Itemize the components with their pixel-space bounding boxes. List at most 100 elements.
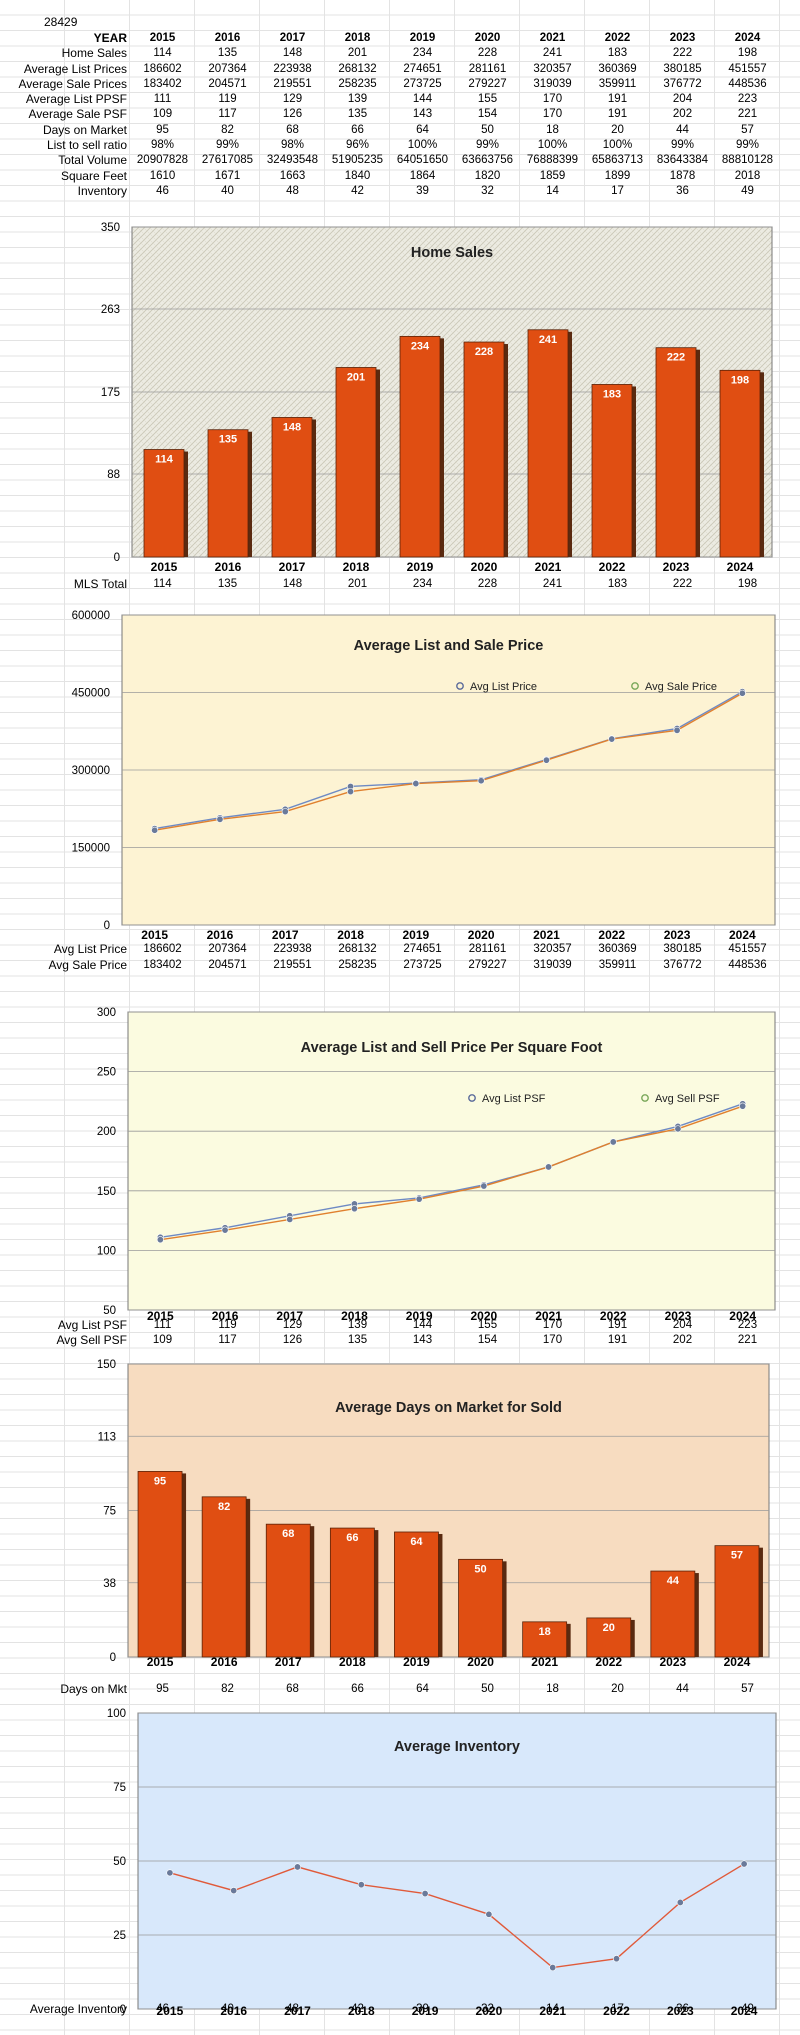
chart-title: Average Days on Market for Sold — [335, 1400, 562, 1416]
chart-table-cell: 135 — [217, 578, 238, 590]
table-cell: 32 — [481, 184, 494, 197]
chart-table-cell: 144 — [412, 1319, 433, 1331]
legend-marker — [456, 682, 464, 690]
chart-table-row-label: MLS Total — [73, 577, 127, 591]
table-cell: 99% — [670, 139, 695, 152]
chart-table-cell: 42 — [351, 2003, 364, 2015]
series-line — [154, 691, 743, 830]
chart-table-cell: 46 — [156, 2003, 169, 2015]
plot-area — [127, 1011, 776, 1311]
table-cell: 1878 — [669, 169, 696, 182]
x-tick-label: 2015 — [147, 1655, 174, 1669]
table-cell: 40 — [221, 184, 234, 197]
row-label: Average Sale PSF — [28, 107, 127, 122]
x-tick-label: 2020 — [471, 560, 498, 574]
x-tick-label: 2015 — [147, 1309, 174, 1323]
data-point — [673, 726, 681, 734]
table-cell: 46 — [156, 184, 169, 197]
chart-title: Average List and Sell Price Per Square F… — [301, 1040, 603, 1056]
chart-table-cell: 170 — [542, 1319, 563, 1331]
bar-value-label: 114 — [155, 454, 174, 466]
bar — [399, 335, 441, 558]
row-label: Square Feet — [60, 168, 127, 183]
table-cell: 204 — [672, 93, 693, 106]
bar — [335, 367, 377, 558]
table-cell: 98% — [280, 139, 305, 152]
data-point — [281, 808, 289, 816]
chart-table-cell: 170 — [542, 1334, 563, 1346]
year-cell: 2015 — [149, 32, 176, 44]
table-cell: 223 — [737, 93, 758, 106]
y-tick-label: 25 — [113, 1930, 126, 1942]
data-point — [350, 1205, 358, 1213]
data-point — [230, 1887, 238, 1895]
chart-table-row: Avg List Price 186602 207364 223938 268132 27… — [0, 942, 780, 957]
x-tick-label: 2022 — [599, 560, 626, 574]
data-point — [542, 756, 550, 764]
x-tick-label: 2019 — [403, 1655, 430, 1669]
chart-table-cell: 281161 — [468, 943, 507, 955]
table-cell: 82 — [221, 123, 234, 136]
chart-table-cell: 201 — [347, 578, 368, 590]
chart-table-cell: 126 — [282, 1334, 303, 1346]
x-tick-label: 2021 — [535, 1309, 562, 1323]
legend-entry: Avg List Price — [470, 681, 537, 693]
data-point — [156, 1236, 164, 1244]
x-tick-label: 2016 — [211, 1655, 238, 1669]
series-line — [169, 1863, 745, 1969]
data-point — [357, 1881, 365, 1889]
y-tick-label: 150 — [97, 1359, 116, 1371]
table-row: Home Sales 114 135 148 201 234 228 241 183 222 198 — [0, 46, 780, 61]
row-label: List to sell ratio — [46, 138, 127, 153]
table-row: Average List PPSF 111 119 129 139 144 155 170 19… — [0, 92, 780, 107]
table-row: Average Sale Prices 183402 204571 219551 258… — [0, 77, 780, 92]
x-tick-label: 2024 — [729, 1309, 756, 1323]
data-point — [166, 1869, 174, 1877]
legend-marker — [468, 1094, 476, 1102]
bar-value-label: 50 — [474, 1563, 486, 1575]
table-cell: 319039 — [533, 77, 572, 90]
chart-table-row-label: Avg List Price — [53, 942, 127, 956]
y-tick-label: 0 — [110, 1652, 116, 1664]
table-cell: 20907828 — [136, 154, 189, 167]
table-cell: 88810128 — [721, 154, 774, 167]
x-tick-label: 2024 — [724, 1655, 751, 1669]
chart-table-cell: 186602 — [143, 943, 182, 955]
table-cell: 360369 — [598, 62, 637, 75]
data-point — [286, 1215, 294, 1223]
data-point — [738, 689, 746, 697]
x-tick-label: 2017 — [284, 2004, 311, 2018]
table-cell: 223938 — [273, 62, 312, 75]
legend-entry: Avg Sell PSF — [655, 1093, 720, 1105]
bar-value-label: 148 — [283, 421, 301, 433]
bar — [329, 1527, 375, 1658]
chart-table-cell: 66 — [351, 1683, 364, 1695]
x-tick-label: 2015 — [157, 2004, 184, 2018]
y-tick-label: 350 — [101, 222, 120, 234]
chart-table-cell: 198 — [737, 578, 758, 590]
chart-table-cell: 139 — [347, 1319, 368, 1331]
table-body: Home Sales 114 135 148 201 234 228 241 183 222 198… — [0, 46, 780, 199]
chart-svg: 0 88 175 263 350 Home Sales 2015 2016 2017 2018 20… — [101, 222, 773, 574]
bar-value-label: 201 — [347, 371, 365, 383]
chart-table-cell: 95 — [156, 1683, 169, 1695]
data-point — [293, 1863, 301, 1871]
data-point — [608, 735, 616, 743]
bar — [522, 1621, 568, 1658]
x-tick-label: 2023 — [663, 560, 690, 574]
chart-table-cell: 191 — [607, 1334, 628, 1346]
chart-table-cell: 223938 — [273, 943, 312, 955]
table-cell: 144 — [412, 93, 433, 106]
chart-table-row: Days on Mkt 95 82 68 66 64 50 18 20 44 57 — [0, 1682, 780, 1697]
table-cell: 148 — [282, 47, 303, 60]
x-tick-label: 2022 — [600, 1309, 627, 1323]
table-cell: 119 — [218, 93, 237, 106]
x-tick-label: 2017 — [272, 928, 299, 942]
chart-table-row: Avg List PSF 111 119 129 139 144 155 170 191 204 2… — [0, 1318, 780, 1333]
chart-table-row-label: Avg Sell PSF — [56, 1333, 127, 1347]
table-cell: 143 — [412, 108, 433, 121]
row-label: Inventory — [77, 183, 127, 198]
chart-table-row-label: Avg Sale Price — [48, 958, 128, 972]
chart-title: Average List and Sale Price — [354, 638, 544, 654]
bar-value-label: 234 — [411, 340, 430, 352]
